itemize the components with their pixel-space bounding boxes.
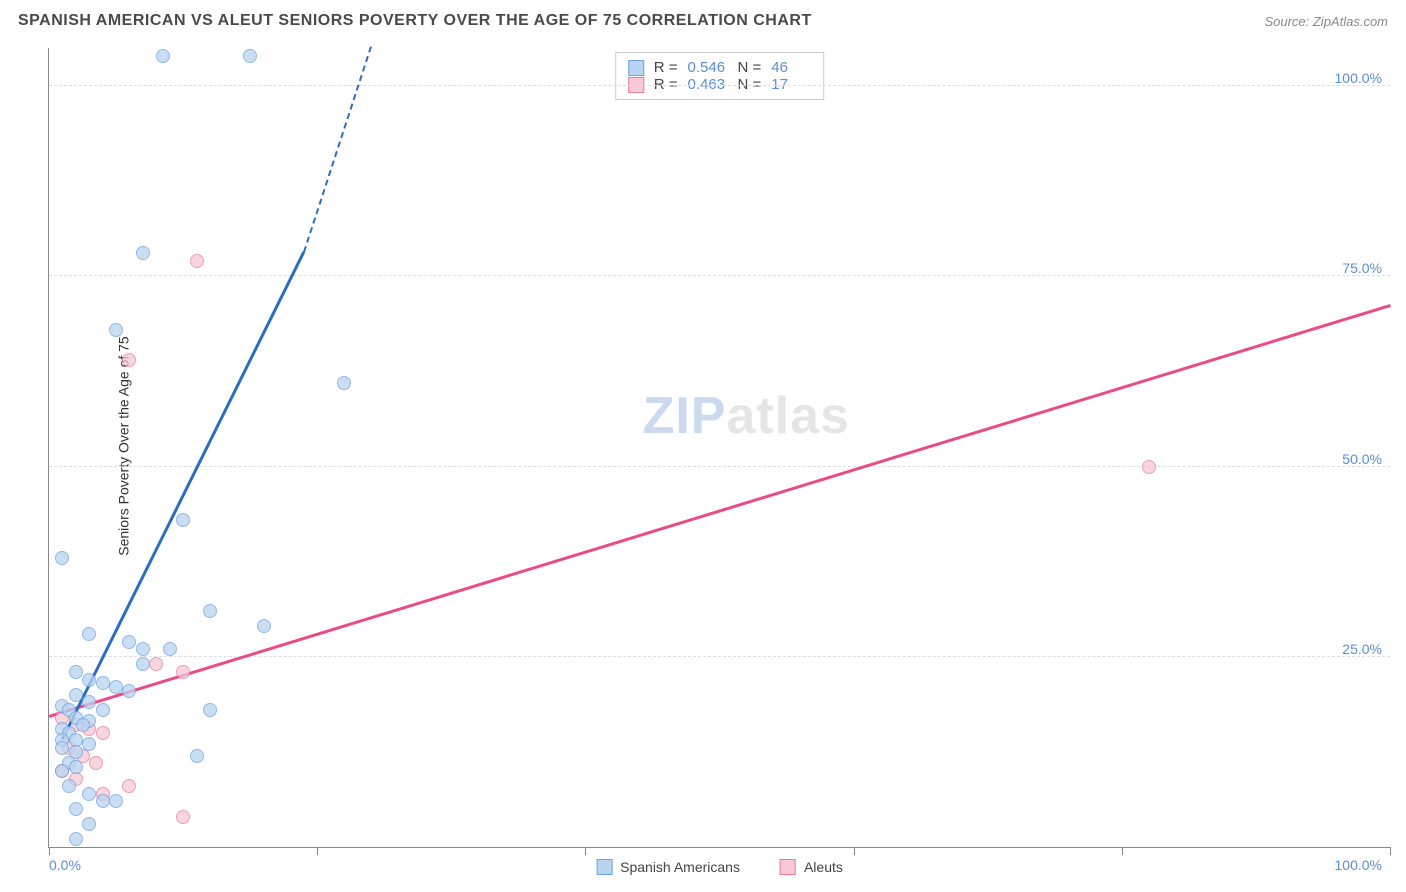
x-tick: [585, 847, 586, 855]
data-point: [109, 794, 123, 808]
data-point: [109, 323, 123, 337]
x-axis-max-label: 100.0%: [1335, 857, 1382, 873]
data-point: [82, 787, 96, 801]
data-point: [203, 703, 217, 717]
data-point: [96, 703, 110, 717]
data-point: [96, 726, 110, 740]
data-point: [55, 764, 69, 778]
data-point: [1142, 460, 1156, 474]
data-point: [257, 619, 271, 633]
chart-source: Source: ZipAtlas.com: [1264, 14, 1388, 29]
y-tick-label: 100.0%: [1335, 70, 1382, 86]
data-point: [69, 760, 83, 774]
n-value-spanish: 46: [771, 59, 811, 76]
y-tick-label: 50.0%: [1342, 451, 1382, 467]
data-point: [69, 802, 83, 816]
legend-item-spanish: Spanish Americans: [596, 859, 740, 875]
gridline: [49, 85, 1390, 86]
trend-line: [303, 47, 372, 253]
chart-header: SPANISH AMERICAN VS ALEUT SENIORS POVERT…: [0, 0, 1406, 38]
data-point: [176, 810, 190, 824]
data-point: [176, 665, 190, 679]
watermark: ZIPatlas: [643, 386, 850, 446]
gridline: [49, 275, 1390, 276]
data-point: [82, 673, 96, 687]
data-point: [62, 779, 76, 793]
x-axis-min-label: 0.0%: [49, 857, 81, 873]
y-tick-label: 75.0%: [1342, 260, 1382, 276]
r-value-spanish: 0.546: [688, 59, 728, 76]
x-tick: [1390, 847, 1391, 855]
data-point: [122, 635, 136, 649]
chart-title: SPANISH AMERICAN VS ALEUT SENIORS POVERT…: [18, 12, 812, 30]
y-tick-label: 25.0%: [1342, 641, 1382, 657]
data-point: [149, 657, 163, 671]
data-point: [109, 680, 123, 694]
x-tick: [1122, 847, 1123, 855]
data-point: [190, 749, 204, 763]
data-point: [82, 695, 96, 709]
data-point: [76, 718, 90, 732]
correlation-stats-box: R = 0.546 N = 46 R = 0.463 N = 17: [615, 52, 825, 100]
data-point: [156, 49, 170, 63]
data-point: [163, 642, 177, 656]
data-point: [337, 376, 351, 390]
scatter-plot-area: ZIPatlas R = 0.546 N = 46 R = 0.463 N = …: [48, 48, 1390, 848]
legend-bottom: Spanish Americans Aleuts: [596, 859, 843, 875]
data-point: [203, 604, 217, 618]
data-point: [136, 642, 150, 656]
data-point: [55, 551, 69, 565]
data-point: [69, 832, 83, 846]
data-point: [176, 513, 190, 527]
data-point: [136, 246, 150, 260]
data-point: [243, 49, 257, 63]
legend-label-aleut: Aleuts: [804, 859, 843, 875]
watermark-atlas: atlas: [727, 387, 851, 445]
x-tick: [854, 847, 855, 855]
data-point: [89, 756, 103, 770]
r-label: R =: [654, 59, 678, 76]
legend-swatch-spanish: [596, 859, 612, 875]
data-point: [55, 741, 69, 755]
n-label: N =: [738, 59, 762, 76]
data-point: [122, 684, 136, 698]
data-point: [96, 794, 110, 808]
legend-label-spanish: Spanish Americans: [620, 859, 740, 875]
data-point: [82, 817, 96, 831]
data-point: [122, 353, 136, 367]
stats-row-spanish: R = 0.546 N = 46: [628, 59, 812, 76]
data-point: [82, 627, 96, 641]
data-point: [82, 737, 96, 751]
watermark-zip: ZIP: [643, 387, 727, 445]
x-tick: [49, 847, 50, 855]
stats-swatch-spanish: [628, 60, 644, 76]
x-tick: [317, 847, 318, 855]
data-point: [96, 676, 110, 690]
gridline: [49, 466, 1390, 467]
legend-item-aleut: Aleuts: [780, 859, 843, 875]
legend-swatch-aleut: [780, 859, 796, 875]
data-point: [190, 254, 204, 268]
data-point: [122, 779, 136, 793]
data-point: [69, 665, 83, 679]
data-point: [69, 688, 83, 702]
data-point: [136, 657, 150, 671]
